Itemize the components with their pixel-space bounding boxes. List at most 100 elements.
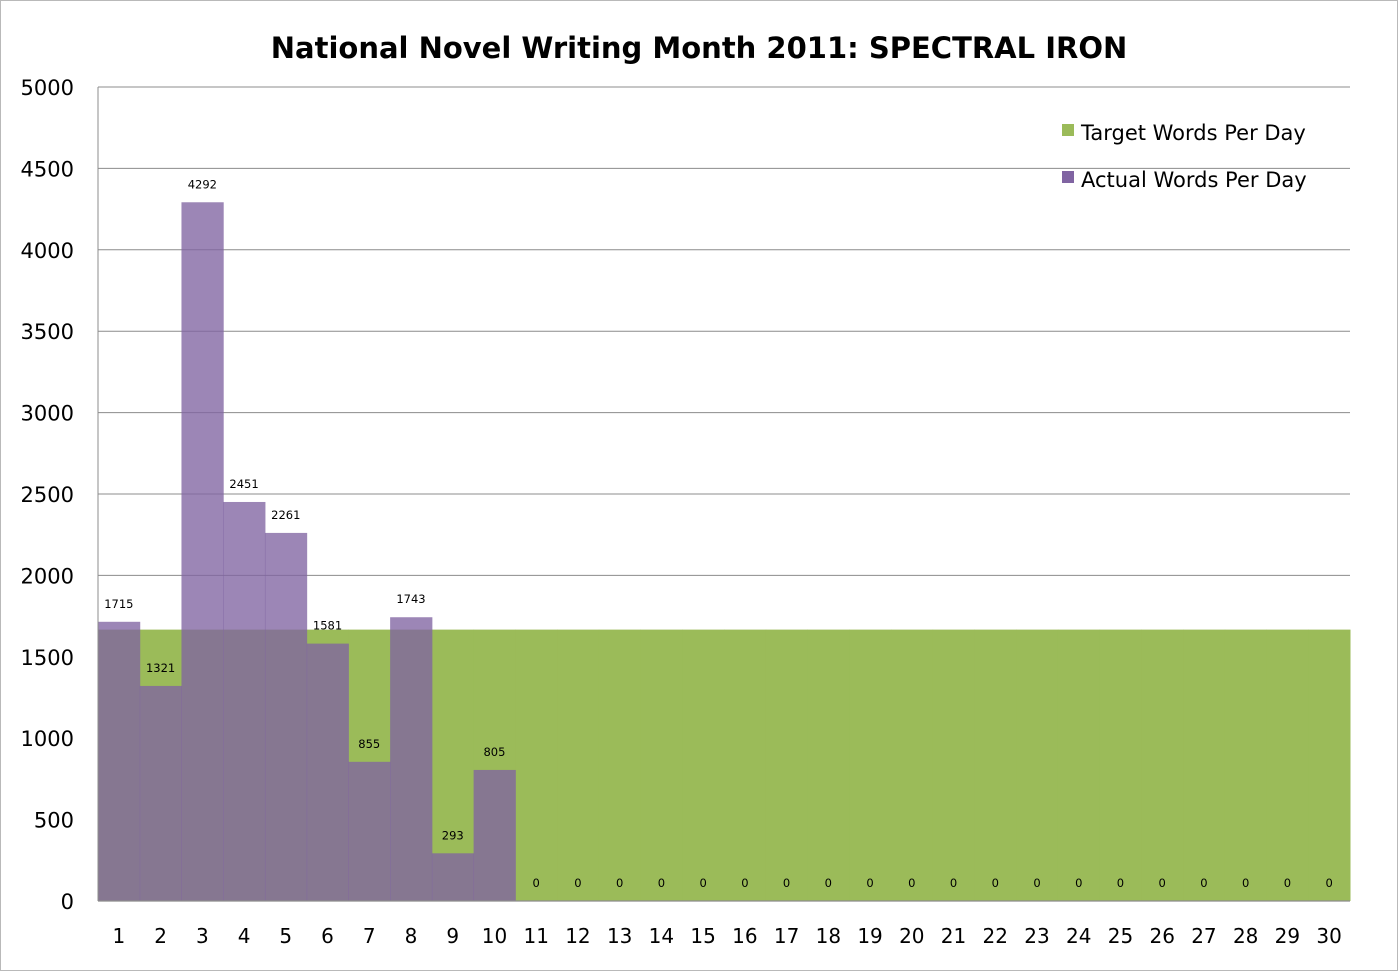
data-label-day-29: 0 bbox=[1284, 876, 1291, 890]
axes bbox=[97, 87, 1350, 902]
x-tick-18: 18 bbox=[816, 924, 841, 948]
x-tick-27: 27 bbox=[1191, 924, 1216, 948]
data-label-day-1: 1715 bbox=[104, 597, 133, 611]
x-tick-29: 29 bbox=[1275, 924, 1300, 948]
target-bar-27 bbox=[1183, 629, 1226, 901]
data-label-day-12: 0 bbox=[574, 876, 581, 890]
x-tick-28: 28 bbox=[1233, 924, 1258, 948]
legend-swatch-actual bbox=[1062, 171, 1074, 183]
target-bar-21 bbox=[932, 629, 975, 901]
y-tick-2000: 2000 bbox=[21, 564, 74, 588]
x-tick-3: 3 bbox=[196, 924, 209, 948]
x-tick-19: 19 bbox=[857, 924, 882, 948]
target-bar-18 bbox=[807, 629, 850, 901]
actual-bar-7 bbox=[348, 761, 391, 901]
data-label-day-25: 0 bbox=[1117, 876, 1124, 890]
x-tick-13: 13 bbox=[607, 924, 632, 948]
target-bar-12 bbox=[557, 629, 600, 901]
target-bar-22 bbox=[974, 629, 1017, 901]
data-label-day-28: 0 bbox=[1242, 876, 1249, 890]
target-bar-15 bbox=[682, 629, 725, 901]
data-label-day-7: 855 bbox=[358, 737, 380, 751]
x-axis-ticks: 1 2 3 4 5 6 7 8 9 10 11 12 13 14 15 16 17 18 19 20 21 22 23 24 2… bbox=[112, 924, 1341, 948]
legend-swatch-target bbox=[1062, 124, 1074, 136]
x-tick-5: 5 bbox=[279, 924, 292, 948]
actual-bar-9 bbox=[431, 853, 475, 901]
data-label-day-8: 1743 bbox=[396, 592, 425, 606]
y-tick-0: 0 bbox=[61, 890, 74, 914]
data-label-day-24: 0 bbox=[1075, 876, 1082, 890]
x-tick-11: 11 bbox=[523, 924, 548, 948]
data-label-day-6: 1581 bbox=[313, 619, 342, 633]
data-label-day-4: 2451 bbox=[229, 477, 258, 491]
y-tick-3500: 3500 bbox=[21, 320, 74, 344]
data-label-day-17: 0 bbox=[783, 876, 790, 890]
target-bar-17 bbox=[765, 629, 808, 901]
y-tick-4000: 4000 bbox=[21, 239, 74, 263]
y-tick-5000: 5000 bbox=[21, 76, 74, 100]
x-tick-24: 24 bbox=[1066, 924, 1091, 948]
x-tick-21: 21 bbox=[941, 924, 966, 948]
target-bar-23 bbox=[1016, 629, 1059, 901]
actual-bar-1 bbox=[98, 621, 141, 901]
data-label-day-21: 0 bbox=[950, 876, 957, 890]
actual-bar-2 bbox=[139, 685, 182, 901]
data-label-day-19: 0 bbox=[866, 876, 873, 890]
x-tick-6: 6 bbox=[321, 924, 334, 948]
data-label-day-15: 0 bbox=[699, 876, 706, 890]
target-bar-28 bbox=[1224, 629, 1268, 901]
x-tick-1: 1 bbox=[112, 924, 125, 948]
data-label-day-2: 1321 bbox=[146, 661, 175, 675]
data-label-day-26: 0 bbox=[1159, 876, 1166, 890]
data-label-day-23: 0 bbox=[1033, 876, 1040, 890]
actual-bar-8 bbox=[390, 617, 433, 901]
x-tick-30: 30 bbox=[1316, 924, 1341, 948]
target-bar-19 bbox=[849, 629, 892, 901]
x-tick-4: 4 bbox=[238, 924, 251, 948]
x-tick-23: 23 bbox=[1024, 924, 1049, 948]
y-tick-1500: 1500 bbox=[21, 646, 74, 670]
x-tick-7: 7 bbox=[363, 924, 376, 948]
data-label-day-11: 0 bbox=[533, 876, 540, 890]
data-label-day-14: 0 bbox=[658, 876, 665, 890]
data-label-day-16: 0 bbox=[741, 876, 748, 890]
data-label-day-30: 0 bbox=[1325, 876, 1332, 890]
y-tick-3000: 3000 bbox=[21, 402, 74, 426]
data-label-day-3: 4292 bbox=[188, 177, 217, 191]
y-tick-2500: 2500 bbox=[21, 483, 74, 507]
legend-label-target: Target Words Per Day bbox=[1080, 121, 1306, 145]
data-labels: 1715 1321 4292 2451 2261 1581 855 1743 293 805 0 0 0… bbox=[104, 177, 1333, 890]
data-label-day-10: 805 bbox=[483, 745, 505, 759]
x-tick-9: 9 bbox=[446, 924, 459, 948]
x-tick-16: 16 bbox=[732, 924, 757, 948]
data-label-day-9: 293 bbox=[442, 828, 464, 842]
actual-bar-10 bbox=[473, 769, 516, 901]
target-bar-14 bbox=[640, 629, 683, 901]
data-label-day-5: 2261 bbox=[271, 508, 300, 522]
x-tick-10: 10 bbox=[482, 924, 507, 948]
y-tick-4500: 4500 bbox=[21, 157, 74, 181]
target-bar-30 bbox=[1308, 629, 1351, 901]
target-bar-20 bbox=[890, 629, 934, 901]
data-label-day-13: 0 bbox=[616, 876, 623, 890]
x-tick-25: 25 bbox=[1108, 924, 1133, 948]
target-bar-13 bbox=[598, 629, 642, 901]
x-tick-20: 20 bbox=[899, 924, 924, 948]
target-bar-26 bbox=[1141, 629, 1184, 901]
target-bar-16 bbox=[724, 629, 767, 901]
x-tick-8: 8 bbox=[405, 924, 418, 948]
actual-bar-5 bbox=[264, 532, 308, 901]
x-tick-17: 17 bbox=[774, 924, 799, 948]
x-tick-12: 12 bbox=[565, 924, 590, 948]
target-bar-11 bbox=[515, 629, 558, 901]
chart-title: National Novel Writing Month 2011: SPECT… bbox=[271, 31, 1128, 65]
data-label-day-22: 0 bbox=[992, 876, 999, 890]
actual-series bbox=[98, 202, 516, 902]
target-bar-29 bbox=[1266, 629, 1309, 901]
x-tick-2: 2 bbox=[154, 924, 167, 948]
y-tick-1000: 1000 bbox=[21, 727, 74, 751]
x-tick-14: 14 bbox=[649, 924, 674, 948]
data-label-day-20: 0 bbox=[908, 876, 915, 890]
x-tick-26: 26 bbox=[1149, 924, 1174, 948]
